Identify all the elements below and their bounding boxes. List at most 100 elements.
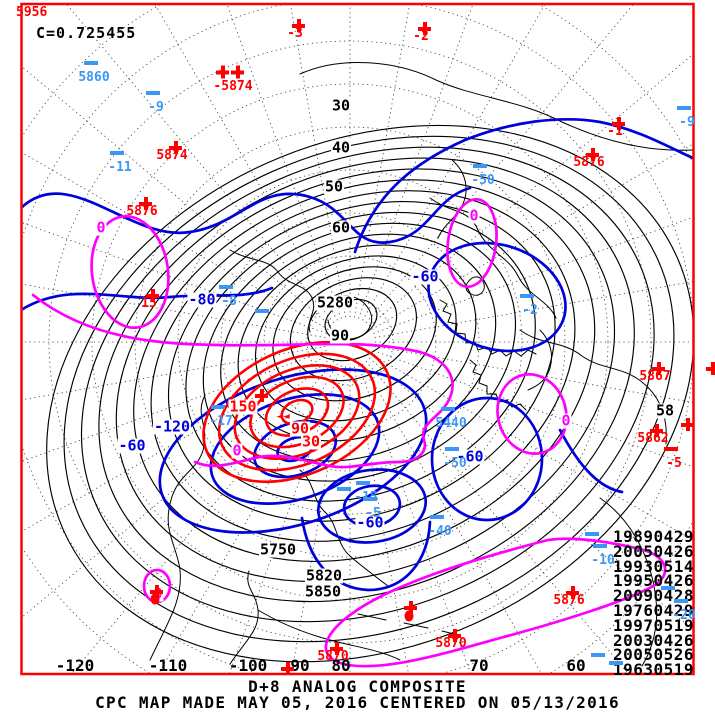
marker-value: -20 [672, 608, 696, 623]
marker-value: -50 [443, 456, 467, 471]
longitude-label: -120 [55, 656, 95, 675]
minus-icon [661, 586, 675, 590]
contour-label: 90 [329, 326, 351, 345]
contour-label: -60 [410, 267, 440, 286]
marker-value: -17 [209, 414, 233, 429]
analog-dates-list: 19890429 20050426 19930514 19950426 20090428… [612, 527, 694, 680]
anomaly-marker-minus [255, 309, 269, 313]
marker-value: -40 [428, 524, 452, 539]
contour-label: -60 [117, 436, 147, 455]
marker-value: -50 [471, 173, 495, 188]
anomaly-marker-minus [211, 405, 225, 409]
minus-icon [363, 497, 377, 501]
marker-value: -2 [413, 29, 429, 44]
marker-value: 15 [141, 296, 157, 311]
anomaly-marker-dot [404, 610, 414, 622]
contour-label: -80 [187, 290, 217, 309]
caption-subtitle: CPC MAP MADE MAY 05, 2016 CENTERED ON 05… [95, 693, 620, 712]
marker-value: -8 [221, 294, 237, 309]
minus-icon [593, 544, 607, 548]
minus-icon [84, 61, 98, 65]
minus-icon [146, 91, 160, 95]
minus-icon [609, 661, 623, 665]
arrow-icon: ◄◄ [276, 409, 290, 423]
anomaly-marker-minus [585, 532, 599, 536]
analog-date: 19930514 [612, 556, 694, 576]
contour-label: 58 [654, 401, 676, 420]
marker-value: -1 [607, 124, 623, 139]
analog-date: 19950426 [612, 571, 694, 591]
dot-icon [404, 610, 414, 622]
anomaly-marker-arr: ◄◄ [276, 405, 289, 424]
marker-value: 5860 [78, 70, 110, 85]
contour-label: -60 [355, 513, 385, 532]
minus-icon [211, 405, 225, 409]
contour-label: 90 [289, 419, 311, 438]
minus-icon [110, 151, 124, 155]
anomaly-marker-minus [84, 61, 98, 65]
marker-value: -5874 [213, 79, 253, 94]
analog-date: 19890429 [612, 527, 694, 546]
minus-icon [430, 515, 444, 519]
anomaly-marker-minus [110, 151, 124, 155]
anomaly-marker-minus [591, 653, 605, 657]
anomaly-marker-minus [677, 106, 691, 110]
latitude-label: 50 [323, 177, 345, 196]
contour-label: 0 [468, 206, 480, 225]
contour-label: 0 [560, 411, 572, 430]
minus-icon [219, 285, 233, 289]
anomaly-contours [22, 117, 693, 668]
analog-date: 19970519 [612, 615, 694, 635]
analog-date: 19760429 [612, 600, 694, 620]
minus-icon [441, 407, 455, 411]
marker-value: 5870 [435, 636, 467, 651]
marker-value: 5440 [435, 416, 467, 431]
anomaly-marker-minus [441, 407, 455, 411]
marker-value: -5 [666, 456, 682, 471]
anomaly-marker-dot [150, 593, 160, 605]
caption-title: D+8 ANALOG COMPOSITE [248, 677, 467, 696]
minus-icon [445, 447, 459, 451]
latitude-label: 40 [330, 138, 352, 157]
anomaly-marker-++ [216, 65, 244, 79]
dot-icon [150, 593, 160, 605]
marker-value: -11 [108, 160, 132, 175]
anomaly-marker-minus [661, 586, 675, 590]
minus-icon [255, 309, 269, 313]
marker-value: -3 [287, 26, 303, 41]
marker-value: -9 [148, 100, 164, 115]
contour-label: -120 [152, 417, 192, 436]
anomaly-marker-minus [430, 515, 444, 519]
marker-value: -2 [522, 303, 538, 318]
minus-icon [674, 599, 688, 603]
marker-value: 5870 [317, 649, 349, 664]
contour-label: -60 [455, 447, 485, 466]
contour-label: 5750 [258, 540, 298, 559]
marker-value: 5876 [573, 155, 605, 170]
marker-value: 5874 [156, 148, 188, 163]
double-plus-icon [216, 65, 244, 79]
latitude-label: 60 [330, 218, 352, 237]
minus-icon [677, 106, 691, 110]
marker-value: -9 [679, 115, 695, 130]
contour-label: 5820 [304, 566, 344, 585]
analog-date: 20050526 [612, 645, 694, 665]
marker-value: 5876 [126, 204, 158, 219]
minus-icon [664, 447, 678, 451]
longitude-label: -110 [148, 656, 188, 675]
anomaly-marker-minus [363, 497, 377, 501]
contour-label: 0 [231, 441, 243, 460]
contour-label: 5850 [303, 582, 343, 601]
analog-date: 20030426 [612, 630, 694, 650]
analog-date: 19630519 [612, 660, 694, 680]
longitude-label: 80 [331, 656, 351, 675]
anomaly-marker-minus [593, 544, 607, 548]
minus-icon [356, 481, 370, 485]
anomaly-marker-minus [609, 661, 623, 665]
anomaly-marker-minus [664, 447, 678, 451]
longitude-label: 60 [566, 656, 586, 675]
anomaly-marker-minus [146, 91, 160, 95]
